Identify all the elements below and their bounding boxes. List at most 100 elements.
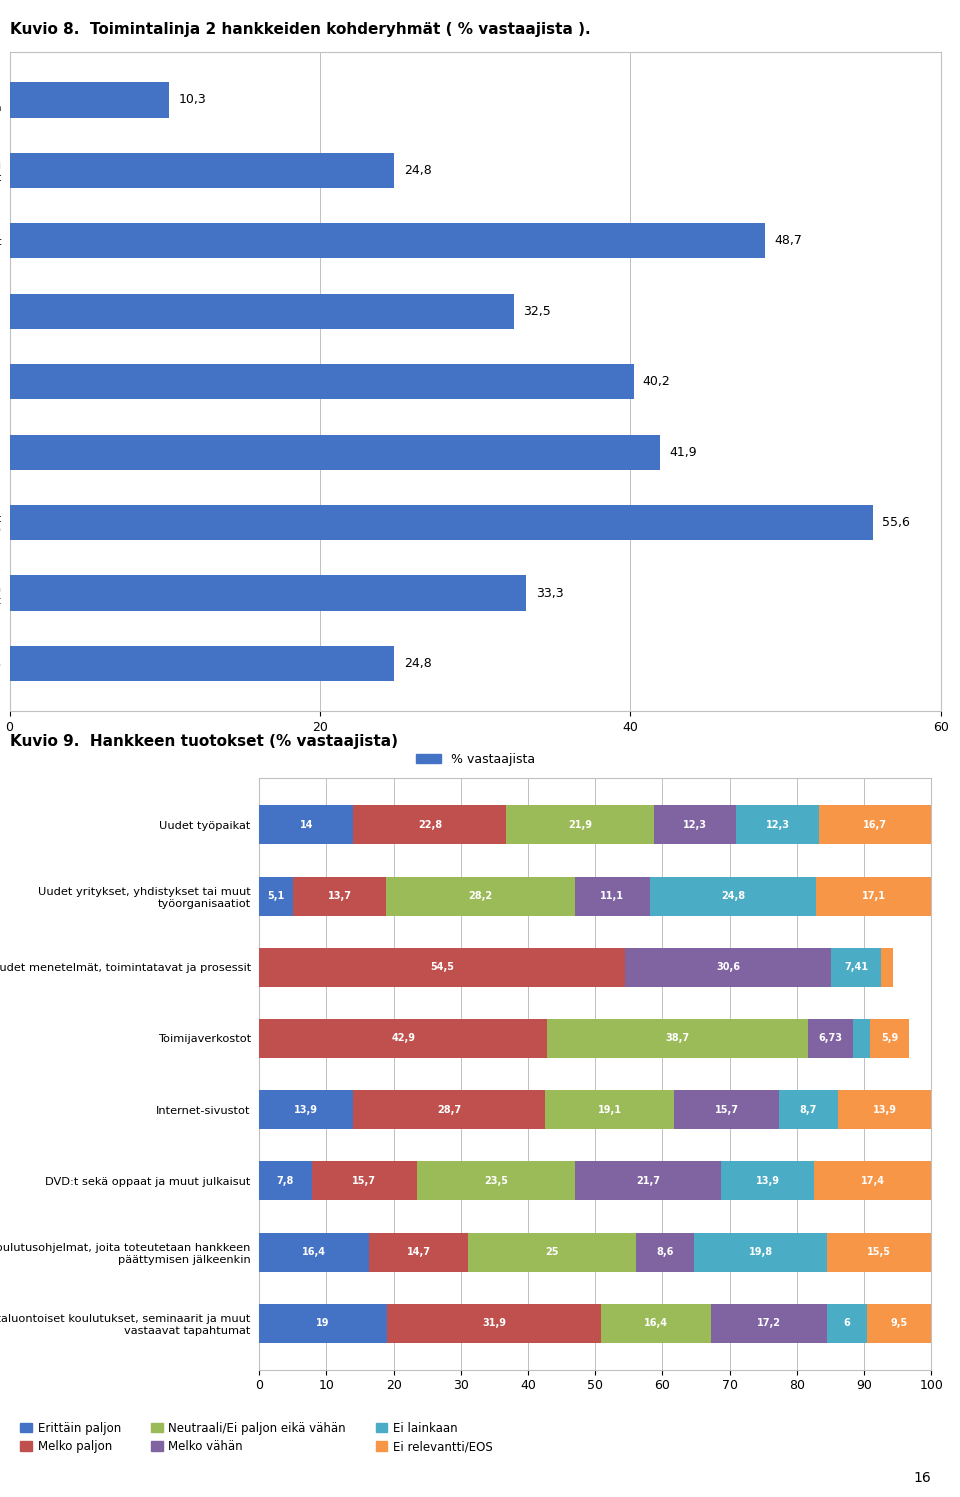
Bar xyxy=(816,877,931,916)
Text: 17,2: 17,2 xyxy=(757,1319,781,1328)
Bar xyxy=(417,1162,575,1201)
Text: 19,8: 19,8 xyxy=(749,1247,773,1257)
Bar xyxy=(10,504,873,540)
Text: 42,9: 42,9 xyxy=(392,1033,416,1043)
Text: 30,6: 30,6 xyxy=(716,963,740,972)
Text: 16: 16 xyxy=(914,1472,931,1485)
Bar xyxy=(721,1162,814,1201)
Bar xyxy=(601,1304,711,1343)
Text: 11,1: 11,1 xyxy=(600,891,624,901)
Bar xyxy=(819,805,931,844)
Bar xyxy=(547,1019,807,1058)
Bar xyxy=(626,948,831,987)
Bar xyxy=(10,153,395,189)
Text: 28,7: 28,7 xyxy=(437,1105,461,1115)
Text: 15,7: 15,7 xyxy=(714,1105,738,1115)
Bar xyxy=(10,575,526,611)
Bar xyxy=(650,877,816,916)
Text: 40,2: 40,2 xyxy=(643,376,671,388)
Bar xyxy=(370,1232,468,1271)
Text: 8,7: 8,7 xyxy=(800,1105,817,1115)
Text: 13,9: 13,9 xyxy=(756,1177,780,1186)
Bar xyxy=(10,364,634,400)
Text: Kuvio 9.  Hankkeen tuotokset (% vastaajista): Kuvio 9. Hankkeen tuotokset (% vastaajis… xyxy=(10,734,397,748)
Bar xyxy=(259,1090,352,1129)
Bar xyxy=(838,1090,931,1129)
Bar xyxy=(312,1162,417,1201)
Bar xyxy=(259,877,294,916)
Bar xyxy=(10,434,660,470)
Text: 24,8: 24,8 xyxy=(404,657,432,671)
Bar xyxy=(259,1019,547,1058)
Text: 9,5: 9,5 xyxy=(891,1319,908,1328)
Text: 25: 25 xyxy=(545,1247,559,1257)
Bar xyxy=(10,645,395,681)
Bar xyxy=(870,1019,909,1058)
Text: 14,7: 14,7 xyxy=(407,1247,431,1257)
Text: 24,8: 24,8 xyxy=(404,163,432,177)
Bar xyxy=(881,948,894,987)
Text: 7,41: 7,41 xyxy=(844,963,868,972)
Text: 13,9: 13,9 xyxy=(873,1105,897,1115)
Bar xyxy=(294,877,386,916)
Text: 23,5: 23,5 xyxy=(484,1177,508,1186)
Text: 13,9: 13,9 xyxy=(294,1105,318,1115)
Text: 7,8: 7,8 xyxy=(276,1177,294,1186)
Text: 5,9: 5,9 xyxy=(880,1033,898,1043)
Text: 24,8: 24,8 xyxy=(721,891,745,901)
Text: 17,4: 17,4 xyxy=(861,1177,885,1186)
Bar xyxy=(780,1090,838,1129)
Text: 17,1: 17,1 xyxy=(862,891,886,901)
Text: 21,7: 21,7 xyxy=(636,1177,660,1186)
Text: 19,1: 19,1 xyxy=(598,1105,622,1115)
Text: 15,5: 15,5 xyxy=(867,1247,891,1257)
Text: 32,5: 32,5 xyxy=(523,305,551,317)
Text: 31,9: 31,9 xyxy=(482,1319,506,1328)
Text: 19: 19 xyxy=(316,1319,330,1328)
Bar xyxy=(807,1019,852,1058)
Text: 54,5: 54,5 xyxy=(430,963,454,972)
Bar xyxy=(352,1090,545,1129)
Text: 12,3: 12,3 xyxy=(766,820,790,829)
Text: 16,4: 16,4 xyxy=(302,1247,326,1257)
Bar xyxy=(827,1232,931,1271)
Text: 14: 14 xyxy=(300,820,313,829)
Legend: % vastaajista: % vastaajista xyxy=(411,747,540,771)
Text: 13,7: 13,7 xyxy=(327,891,351,901)
Text: 55,6: 55,6 xyxy=(882,516,910,528)
Bar xyxy=(259,805,353,844)
Bar xyxy=(867,1304,931,1343)
Text: 5,1: 5,1 xyxy=(268,891,285,901)
Bar xyxy=(259,1232,370,1271)
Text: 10,3: 10,3 xyxy=(179,93,206,106)
Text: 12,3: 12,3 xyxy=(683,820,707,829)
Bar xyxy=(259,1304,387,1343)
Text: 41,9: 41,9 xyxy=(669,446,697,458)
Bar xyxy=(259,1162,312,1201)
Bar xyxy=(468,1232,636,1271)
Text: 28,2: 28,2 xyxy=(468,891,492,901)
Bar xyxy=(636,1232,694,1271)
Bar xyxy=(386,877,575,916)
Bar xyxy=(10,82,170,118)
Bar xyxy=(387,1304,601,1343)
Text: 16,7: 16,7 xyxy=(863,820,887,829)
Bar xyxy=(674,1090,780,1129)
Text: 15,7: 15,7 xyxy=(352,1177,376,1186)
Bar xyxy=(694,1232,827,1271)
Text: 6,73: 6,73 xyxy=(818,1033,842,1043)
Text: 48,7: 48,7 xyxy=(775,235,803,247)
Bar xyxy=(545,1090,674,1129)
Bar xyxy=(259,948,626,987)
Bar xyxy=(831,948,881,987)
Bar xyxy=(852,1019,870,1058)
Bar xyxy=(10,293,514,329)
Text: 8,6: 8,6 xyxy=(657,1247,674,1257)
Bar xyxy=(575,1162,721,1201)
Bar xyxy=(814,1162,931,1201)
Bar xyxy=(575,877,650,916)
Text: Kuvio 8.  Toimintalinja 2 hankkeiden kohderyhmät ( % vastaajista ).: Kuvio 8. Toimintalinja 2 hankkeiden kohd… xyxy=(10,22,590,37)
Text: 16,4: 16,4 xyxy=(644,1319,668,1328)
Bar xyxy=(827,1304,867,1343)
Text: 38,7: 38,7 xyxy=(665,1033,689,1043)
